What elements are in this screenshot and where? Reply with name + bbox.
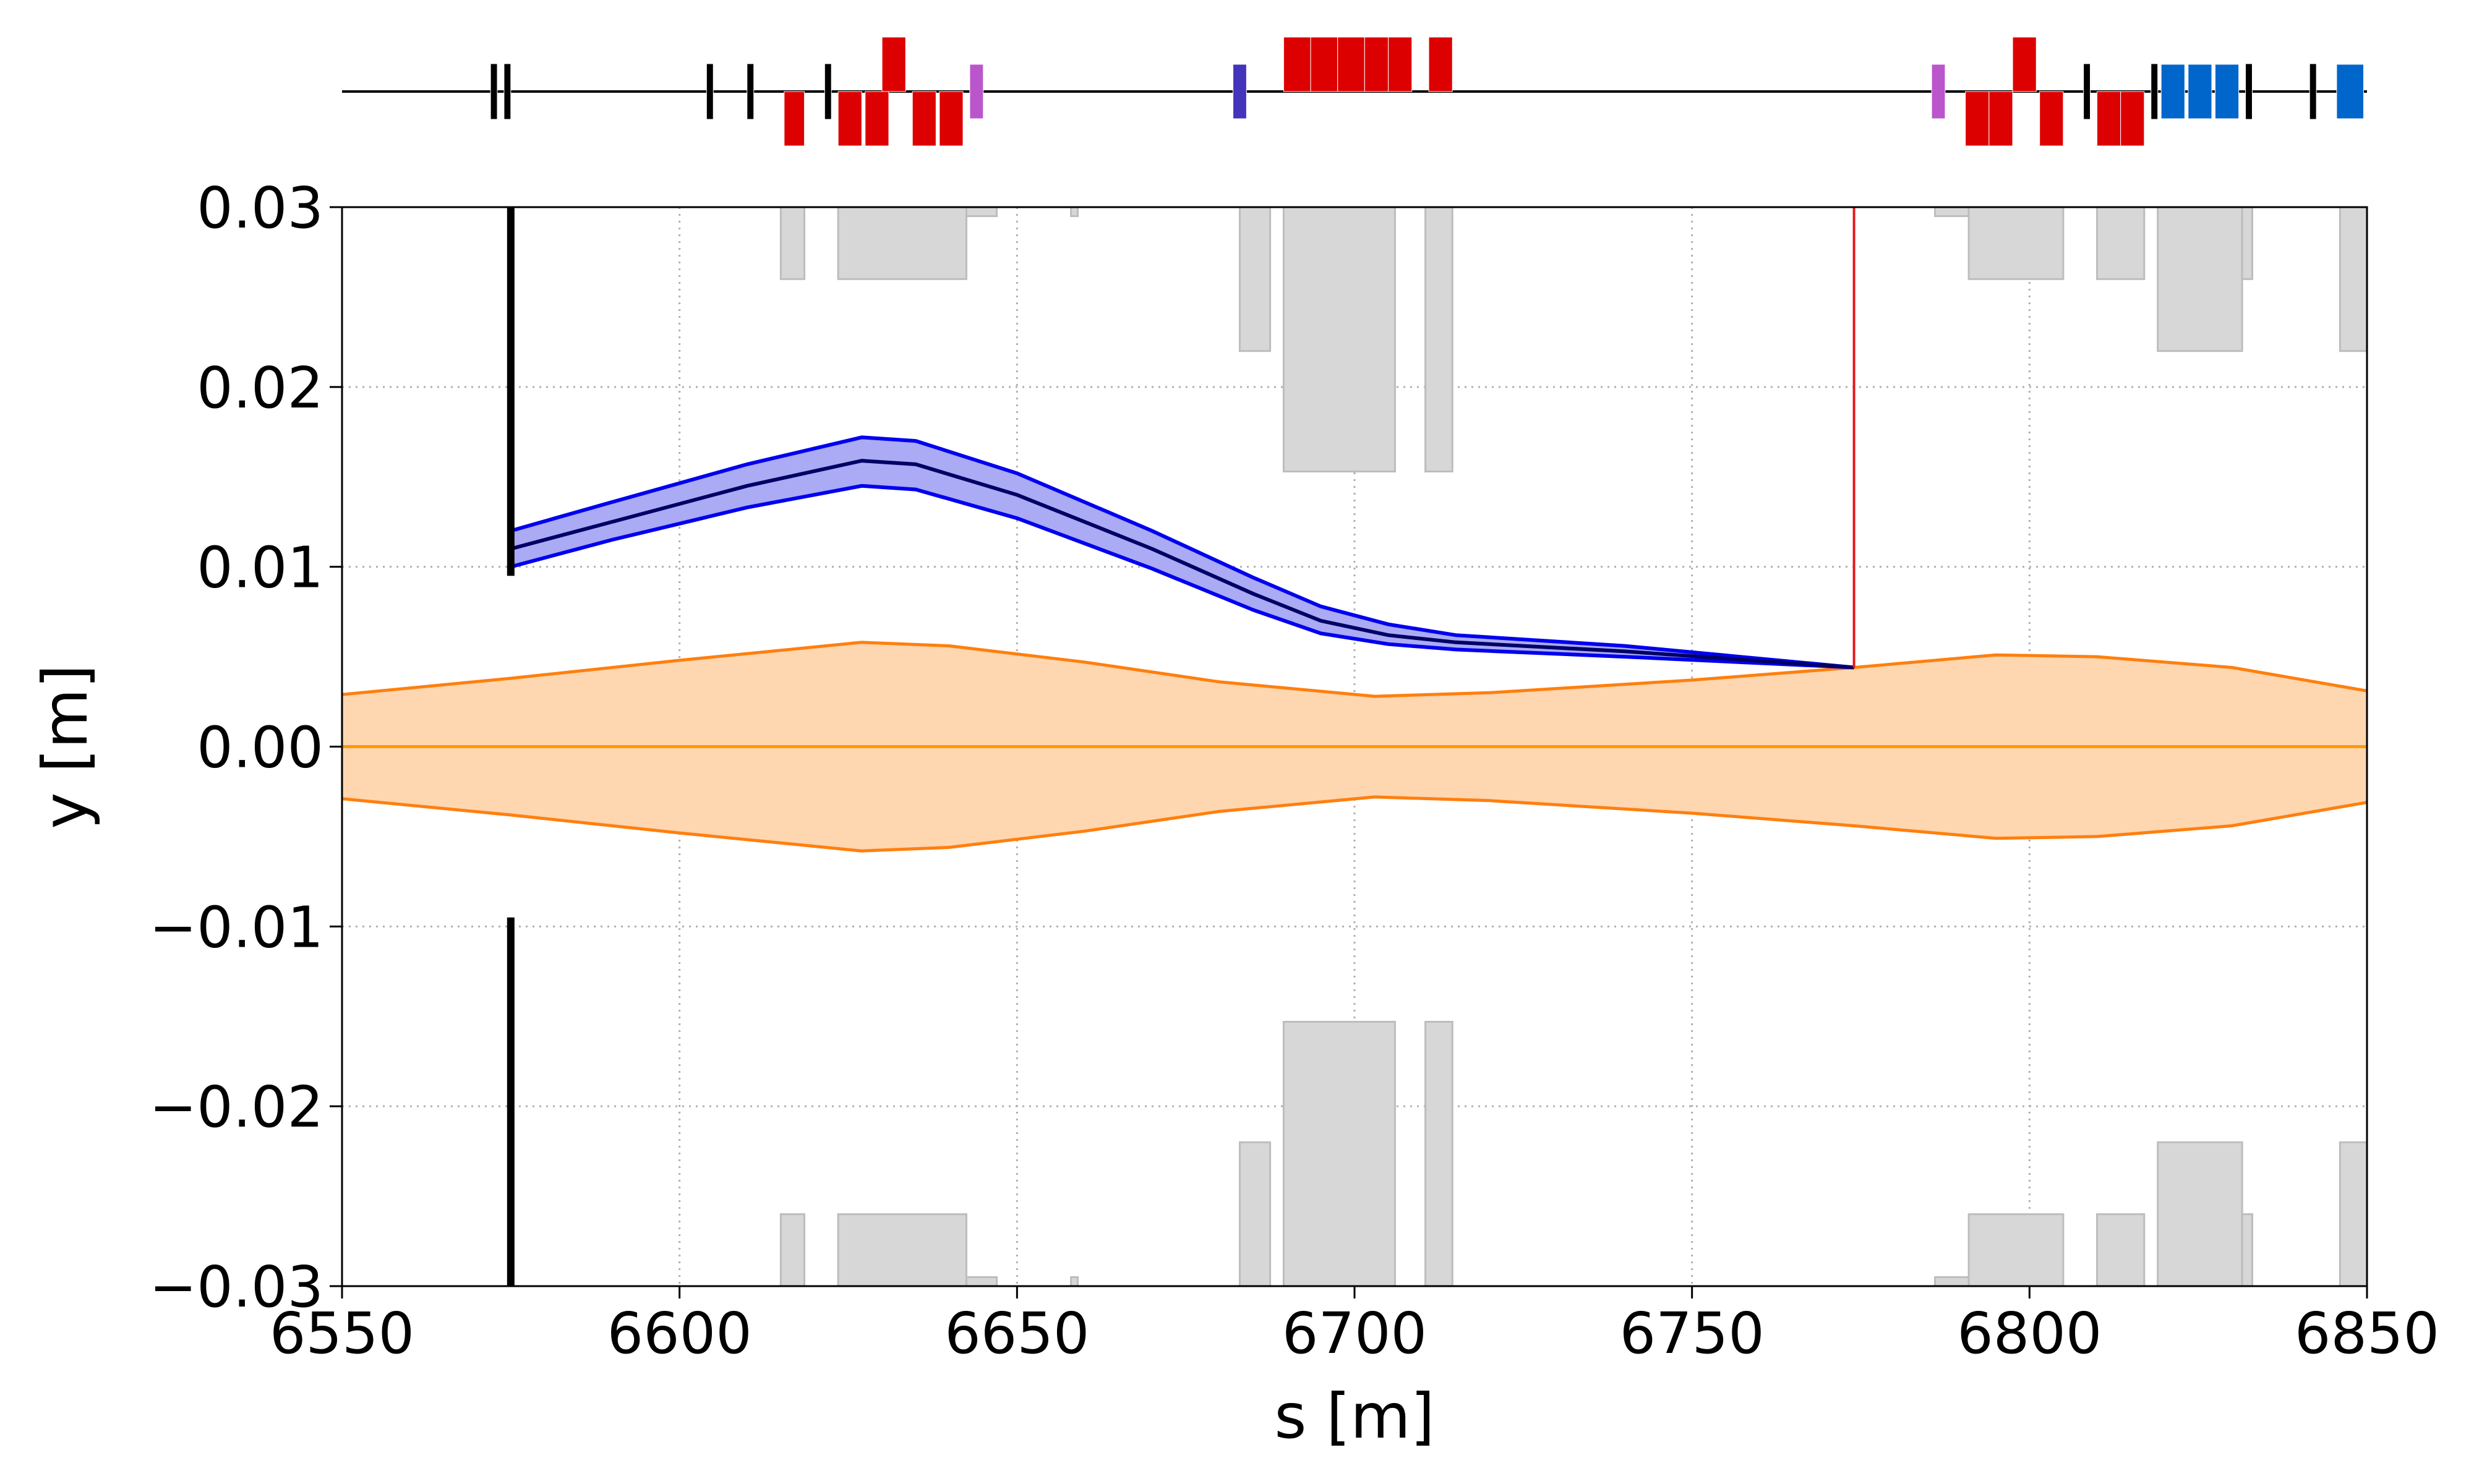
lattice-collimator	[490, 63, 498, 120]
x-tick-marks	[341, 1286, 2368, 1298]
y-tick-label: 0.00	[197, 715, 323, 781]
lattice-dipole	[1388, 36, 1413, 92]
lattice-dipole	[1310, 36, 1338, 92]
lattice-collimator	[747, 63, 755, 120]
lattice-dipole	[1364, 36, 1389, 92]
extracted-trajectory-upper-edge	[510, 435, 1854, 670]
extracted-trajectory-lower-edge	[510, 484, 1854, 670]
lattice-elements	[490, 36, 2365, 147]
aperture-upper-block	[965, 207, 998, 218]
lattice-dipole	[881, 36, 906, 92]
lattice-collimator	[2083, 63, 2091, 120]
lattice-collimator	[2309, 63, 2317, 120]
lattice-dipole	[2120, 91, 2145, 147]
aperture-upper-block	[779, 207, 806, 280]
lattice-collimator	[503, 63, 511, 120]
lattice-collimator	[706, 63, 714, 120]
aperture-upper-block	[1282, 207, 1396, 473]
x-axis: 6550 6600 6650 6700 6750 6800 6850 s [m]	[270, 1286, 2439, 1452]
aperture-upper-block	[1934, 207, 1970, 218]
x-tick-label: 6850	[2295, 1300, 2439, 1367]
aperture-upper-block	[1070, 207, 1079, 218]
aperture-upper-block	[837, 207, 967, 280]
aperture-upper-block	[2095, 207, 2146, 280]
lattice-dipole	[939, 91, 964, 147]
aperture-upper-block	[1238, 207, 1272, 352]
y-tick-label: 0.01	[197, 535, 323, 601]
lattice-dipole	[912, 91, 936, 147]
x-tick-label: 6550	[270, 1300, 414, 1367]
y-tick-label: 0.02	[197, 355, 323, 421]
beam-envelope-upper-line	[342, 641, 2367, 698]
lattice-dipole	[1337, 36, 1365, 92]
lattice-sextupole	[969, 64, 984, 119]
extracted-trajectory-fill	[510, 437, 1854, 668]
aperture-lower-block	[1070, 1276, 1079, 1286]
lattice-dipole	[865, 91, 889, 147]
aperture-lower-block	[965, 1276, 998, 1286]
aperture-lower-block	[1282, 1020, 1396, 1286]
lattice-collimator	[824, 63, 832, 120]
lattice-dipole	[2039, 91, 2064, 147]
lattice-dipole	[1428, 36, 1453, 92]
aperture-lower-block	[1934, 1276, 1970, 1286]
aperture-upper-block	[2157, 207, 2243, 352]
x-axis-title: s [m]	[1274, 1380, 1434, 1452]
main-plot: 6550 6600 6650 6700 6750 6800 6850 s [m]…	[29, 175, 2439, 1452]
aperture-lower-block	[779, 1213, 806, 1286]
x-tick-label: 6600	[607, 1300, 752, 1367]
lattice-dipole	[1965, 91, 1990, 147]
y-tick-label: 0.03	[197, 175, 323, 241]
aperture-lower-block	[1238, 1141, 1272, 1286]
aperture-lower-block	[837, 1213, 967, 1286]
aperture-lower-block	[2157, 1141, 2243, 1286]
x-tick-label: 6650	[944, 1300, 1089, 1367]
lattice-collimator	[2245, 63, 2253, 120]
extracted-trajectory-centroid	[510, 459, 1854, 670]
aperture-upper-block	[1424, 207, 1453, 473]
lattice-quadrupole	[2160, 64, 2185, 119]
lattice-dipole	[2012, 36, 2037, 92]
beam-envelope-lower-line	[342, 795, 2367, 853]
lattice-sextupole	[1931, 64, 1946, 119]
x-tick-label: 6800	[1957, 1300, 2102, 1367]
lattice-dipole	[1988, 91, 2013, 147]
aperture-lower-block	[1424, 1020, 1453, 1286]
aperture-lower-block	[2095, 1213, 2146, 1286]
x-tick-label: 6700	[1282, 1300, 1427, 1367]
lattice-quadrupole	[2336, 64, 2365, 119]
lattice-dipole	[837, 91, 862, 147]
aperture-upper-block	[2339, 207, 2367, 352]
lattice-quadrupole	[2188, 64, 2212, 119]
lattice-collimator	[2151, 63, 2159, 120]
aperture-lower-block	[2241, 1213, 2253, 1286]
lattice-quadrupole	[2214, 64, 2240, 119]
aperture-upper-block	[1967, 207, 2065, 280]
lattice-dipole	[2096, 91, 2121, 147]
y-tick-label: −0.01	[149, 894, 323, 960]
y-axis: −0.03 −0.02 −0.01 0.00 0.01 0.02 0.03 y …	[29, 175, 342, 1320]
lattice-dipole	[784, 91, 805, 147]
y-axis-title: y [m]	[29, 664, 101, 829]
aperture-upper-block	[2241, 207, 2253, 280]
y-tick-marks	[330, 206, 342, 1287]
lattice-dipole	[1283, 36, 1311, 92]
aperture-lower-block	[1967, 1213, 2065, 1286]
aperture-lower-block	[2339, 1141, 2367, 1286]
x-tick-label: 6750	[1620, 1300, 1765, 1367]
y-tick-label: −0.02	[149, 1074, 323, 1140]
lattice-strip	[342, 36, 2367, 147]
lattice-kicker	[1233, 64, 1247, 119]
y-tick-label: −0.03	[149, 1254, 323, 1320]
